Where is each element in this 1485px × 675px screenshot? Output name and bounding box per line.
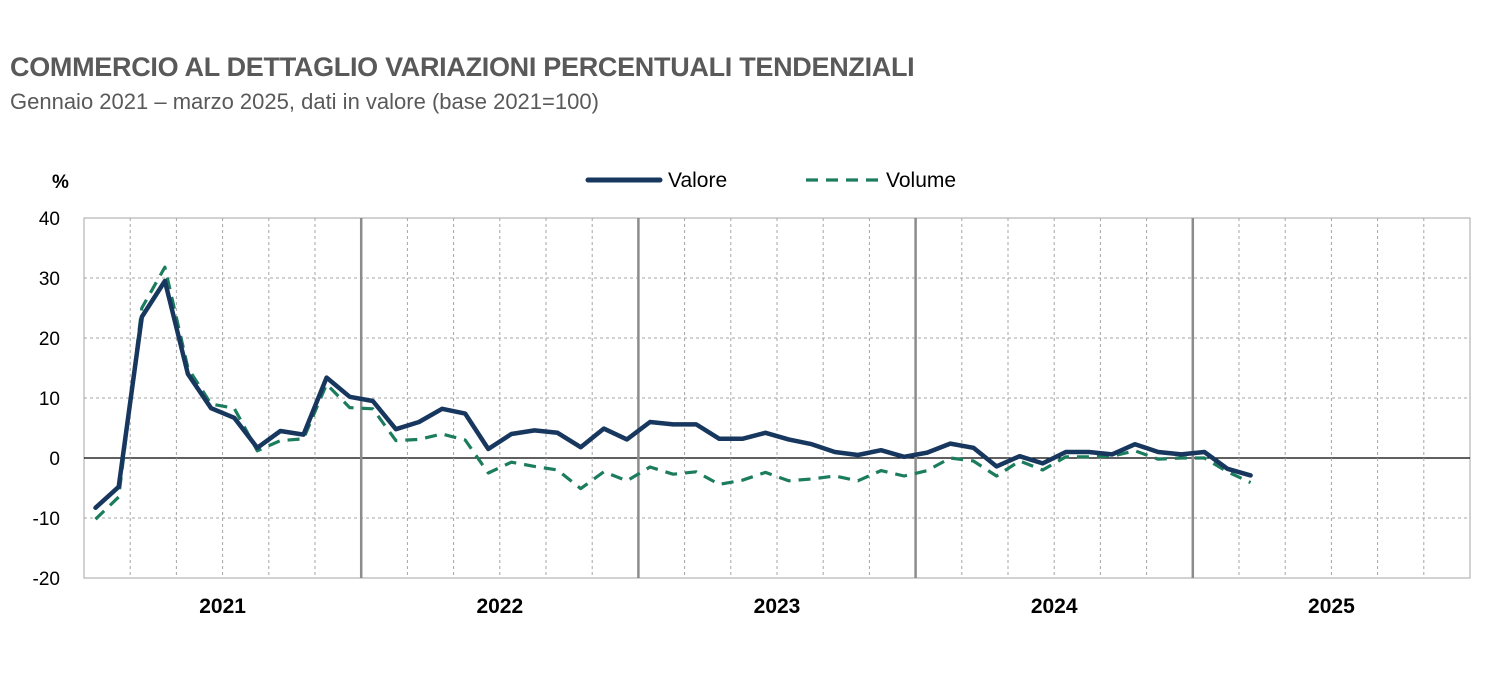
y-tick-label: 10 — [39, 389, 60, 410]
x-year-label: 2022 — [476, 595, 523, 618]
y-tick-label: 20 — [39, 329, 60, 350]
y-tick-label: -20 — [33, 569, 60, 590]
chart-subtitle: Gennaio 2021 – marzo 2025, dati in valor… — [10, 89, 599, 114]
y-tick-label: -10 — [33, 509, 60, 530]
y-axis: 40 30 20 10 0 -10 -20 — [33, 209, 60, 590]
x-year-label: 2024 — [1031, 595, 1078, 618]
y-axis-unit-label: % — [52, 172, 69, 193]
x-year-label: 2025 — [1308, 595, 1355, 618]
y-tick-label: 30 — [39, 269, 60, 290]
legend-label-valore: Valore — [668, 169, 727, 192]
series-line-valore — [93, 278, 1253, 511]
x-axis: 2021 2022 2023 2024 2025 — [199, 595, 1355, 618]
legend-label-volume: Volume — [886, 169, 956, 192]
chart-title: COMMERCIO AL DETTAGLIO VARIAZIONI PERCEN… — [10, 52, 915, 82]
y-tick-label: 0 — [49, 449, 60, 470]
series — [93, 265, 1253, 521]
series-line-volume — [94, 265, 1252, 521]
legend: Valore Volume — [585, 169, 956, 192]
y-tick-label: 40 — [39, 209, 60, 230]
x-year-label: 2021 — [199, 595, 246, 618]
x-year-label: 2023 — [754, 595, 801, 618]
grid — [83, 217, 1471, 579]
